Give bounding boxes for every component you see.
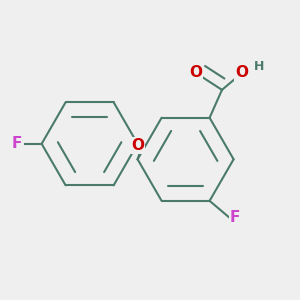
Text: O: O — [131, 138, 144, 153]
Text: O: O — [189, 65, 202, 80]
Text: H: H — [254, 60, 264, 73]
Text: F: F — [230, 210, 241, 225]
Text: F: F — [12, 136, 22, 151]
Text: O: O — [236, 65, 249, 80]
